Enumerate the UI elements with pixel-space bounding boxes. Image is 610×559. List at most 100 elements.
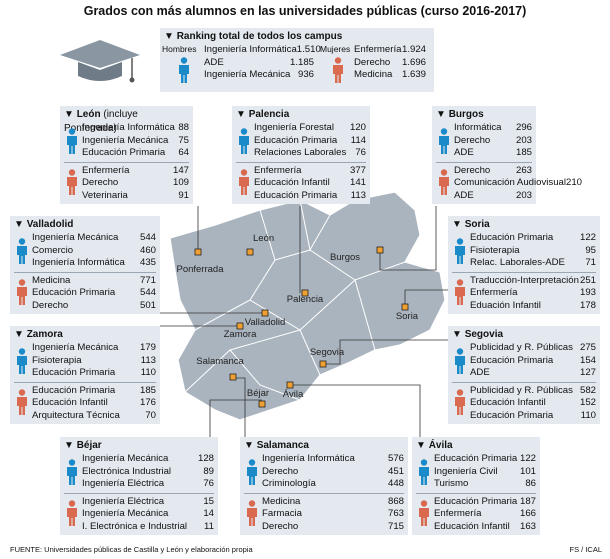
entry: Publicidad y R. Públicas 582 [470,385,596,398]
region-note: (incluye Ponferrada) [64,109,138,134]
person [179,57,189,83]
entry: Derecho 109 [82,177,189,190]
region-header: ▼ León (incluye Ponferrada) [64,108,189,134]
degree: ADE [204,56,224,68]
province-borders [184,199,406,401]
gender-label: Hombres [162,44,197,54]
degree: Ingeniería Mecánica [204,69,291,80]
count: 91 [178,189,189,201]
count: 76 [203,478,214,489]
city-label: Palencia [287,294,324,305]
count: 193 [579,287,596,298]
entry: Educación Infantil 176 [32,397,156,410]
entry: Enfermería 377 [254,165,366,178]
marker: ▼ [64,109,77,120]
degree: Derecho [454,134,491,146]
entry: Derecho 1.696 [354,57,426,70]
section: Medicina 771 Educación Primaria 544 Derecho 5… [14,271,156,313]
person-icon [332,56,344,87]
count: 11 [204,520,214,532]
title: Grados con más alumnos en las universida… [83,4,527,18]
region-header: ▼ Soria [452,218,596,232]
entry: ADE 1.185 [204,57,314,70]
entry: Informática 296 [454,122,532,135]
degree: Eduación Infantil [470,299,541,311]
degree: Derecho [262,520,299,532]
city-marker [261,309,269,317]
count: 110 [140,367,156,378]
person-icon [178,56,190,87]
count: 377 [349,164,366,176]
degree: I. Electrónica e Industrial [82,520,188,532]
ranking-box: ▼ Ranking total de todos los campus Hombr… [160,28,434,92]
entry: Derecho 203 [454,135,532,148]
count: 14 [203,508,214,519]
count: 435 [139,257,156,268]
degree: Ingeniería Informática [82,122,175,133]
section: Ingeniería Informática 1.510 ADE 1.185 Ingen… [164,44,321,83]
degree: Medicina [354,69,393,80]
entry: Veterinaria 91 [82,190,189,203]
degree: Educación Infantil [254,177,330,188]
person [67,168,77,195]
degree: Arquitectura Técnica [32,409,120,421]
degree: Electrónica Industrial [82,465,172,477]
marker: ▼ [416,440,429,451]
section: Ingeniería Forestal 120 Educación Primaria… [236,122,366,160]
person [419,459,429,485]
count: 70 [145,409,156,421]
person [67,459,77,485]
entry: Arquitectura Técnica 70 [32,410,156,423]
degree: Medicina [32,274,71,286]
degree: Ingeniería Informática [262,453,355,464]
entry: Medicina 868 [262,496,404,509]
count: 1.510 [296,44,321,55]
count: 448 [387,478,404,489]
degree: Derecho [354,56,391,68]
entry: Derecho 715 [262,521,404,534]
section: Educación Primaria 185 Educación Infantil 1… [14,381,156,423]
degree: Relac. Laborales-ADE [470,257,565,268]
degree: Derecho [454,164,491,176]
source: FUENTE: Universidades públicas de Castil… [10,545,253,554]
degree: Ingeniería Informática [204,44,297,55]
marker: ▼ [244,440,257,451]
degree: Relaciones Laborales [254,147,347,158]
person [17,348,27,374]
entry: Medicina 1.639 [354,69,426,82]
grad-cap [60,40,140,83]
count: 1.696 [401,56,426,68]
degree: Enfermería [254,164,302,176]
degree: Educación Infantil [32,397,108,408]
entry: Ingeniería Informática 435 [32,257,156,270]
gender-label: Mujeres [320,44,351,54]
degree: Ingeniería Mecánica [32,232,119,243]
person [239,168,249,195]
entry: Ingeniería Mecánica 14 [82,508,214,521]
city-marker [376,246,384,254]
marker: ▼ [14,329,27,340]
degree: Educación Primaria [470,354,554,366]
count: 109 [172,177,189,188]
person [67,128,77,154]
region-name: Burgos [448,109,484,120]
person-icon [454,237,466,268]
ranking-col: Hombres Ingeniería Informática 1.510 ADE 1.1… [162,44,321,83]
city-label: Burgos [330,252,360,263]
city-label: Béjar [247,388,269,399]
entry: Ingeniería Mecánica 75 [82,135,189,148]
city-label: Ávila [283,389,304,400]
entry: Educación Primaria 64 [82,147,189,160]
city-label: Zamora [224,329,257,340]
degree: Derecho [82,177,119,188]
section: Informática 296 Derecho 203 ADE 185 [436,122,532,160]
entry: Ingeniería Eléctrica 76 [82,478,214,491]
degree: Medicina [262,495,301,507]
degree: Fisioterapia [32,354,82,366]
count: 15 [203,495,214,507]
person [239,128,249,154]
degree: Publicidad y R. Públicas [470,342,573,353]
count: 1.185 [289,56,314,68]
region-header: ▼ Béjar [64,439,214,453]
region-header: ▼ Burgos [436,108,532,122]
